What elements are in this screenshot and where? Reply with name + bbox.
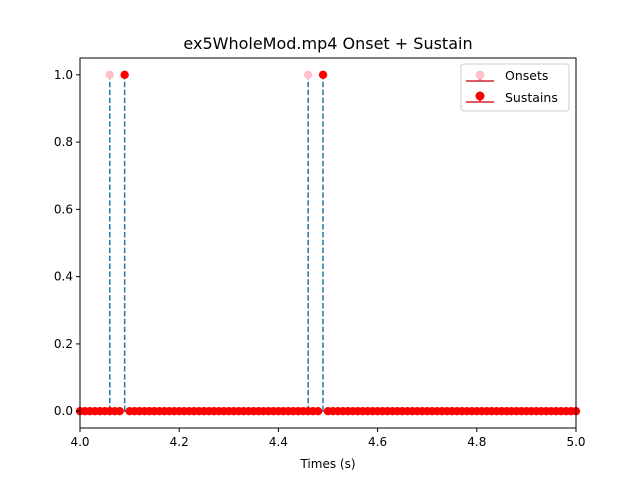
sustain-marker	[318, 70, 328, 80]
x-tick-label: 4.8	[467, 435, 486, 449]
x-tick-label: 4.6	[368, 435, 387, 449]
y-tick-label: 0.6	[54, 202, 73, 216]
y-tick-label: 1.0	[54, 68, 73, 82]
chart-title: ex5WholeMod.mp4 Onset + Sustain	[183, 34, 472, 53]
sustain-marker	[115, 406, 124, 416]
y-tick-label: 0.0	[54, 404, 73, 418]
onset-marker	[105, 70, 114, 80]
y-tick-label: 0.2	[54, 337, 73, 351]
sustain-marker	[313, 406, 323, 416]
plot-area	[75, 70, 581, 416]
x-tick-label: 5.0	[566, 435, 585, 449]
y-tick-label: 0.8	[54, 135, 73, 149]
x-tick-label: 4.4	[269, 435, 288, 449]
x-axis: 4.0 4.2 4.4 4.6 4.8 5.0	[70, 428, 586, 449]
legend-marker-onsets	[475, 70, 485, 80]
onset-marker	[303, 70, 313, 80]
legend-box	[460, 63, 570, 112]
y-tick-label: 0.4	[54, 270, 73, 284]
x-tick-label: 4.2	[170, 435, 189, 449]
legend-label-sustains: Sustains	[505, 90, 558, 105]
axes-frame	[79, 57, 577, 429]
x-tick-label: 4.0	[70, 435, 89, 449]
y-axis: 0.0 0.2 0.4 0.6 0.8 1.0	[54, 68, 80, 418]
legend-label-onsets: Onsets	[505, 68, 548, 83]
legend-entry-sustains: Sustains	[466, 90, 558, 105]
legend: Onsets Sustains	[460, 63, 570, 112]
sustain-marker	[120, 70, 129, 80]
legend-entry-onsets: Onsets	[466, 68, 548, 83]
legend-marker-sustains	[475, 91, 485, 101]
x-axis-label: Times (s)	[299, 457, 355, 471]
